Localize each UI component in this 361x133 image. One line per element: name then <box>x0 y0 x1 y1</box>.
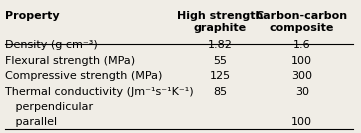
Text: 55: 55 <box>213 56 227 66</box>
Text: Property: Property <box>5 11 60 20</box>
Text: parallel: parallel <box>5 117 57 127</box>
Text: 30: 30 <box>295 87 309 97</box>
Text: 300: 300 <box>291 71 312 81</box>
Text: Density (g cm⁻³): Density (g cm⁻³) <box>5 40 98 50</box>
Text: 85: 85 <box>213 87 227 97</box>
Text: 1.6: 1.6 <box>293 40 310 50</box>
Text: Thermal conductivity (Jm⁻¹s⁻¹K⁻¹): Thermal conductivity (Jm⁻¹s⁻¹K⁻¹) <box>5 87 193 97</box>
Text: Flexural strength (MPa): Flexural strength (MPa) <box>5 56 135 66</box>
Text: Carbon-carbon
composite: Carbon-carbon composite <box>256 11 348 33</box>
Text: High strength
graphite: High strength graphite <box>177 11 263 33</box>
Text: 1.82: 1.82 <box>208 40 232 50</box>
Text: 100: 100 <box>291 117 312 127</box>
Text: perpendicular: perpendicular <box>5 102 93 112</box>
Text: 125: 125 <box>209 71 231 81</box>
Text: Compressive strength (MPa): Compressive strength (MPa) <box>5 71 162 81</box>
Text: 100: 100 <box>291 56 312 66</box>
